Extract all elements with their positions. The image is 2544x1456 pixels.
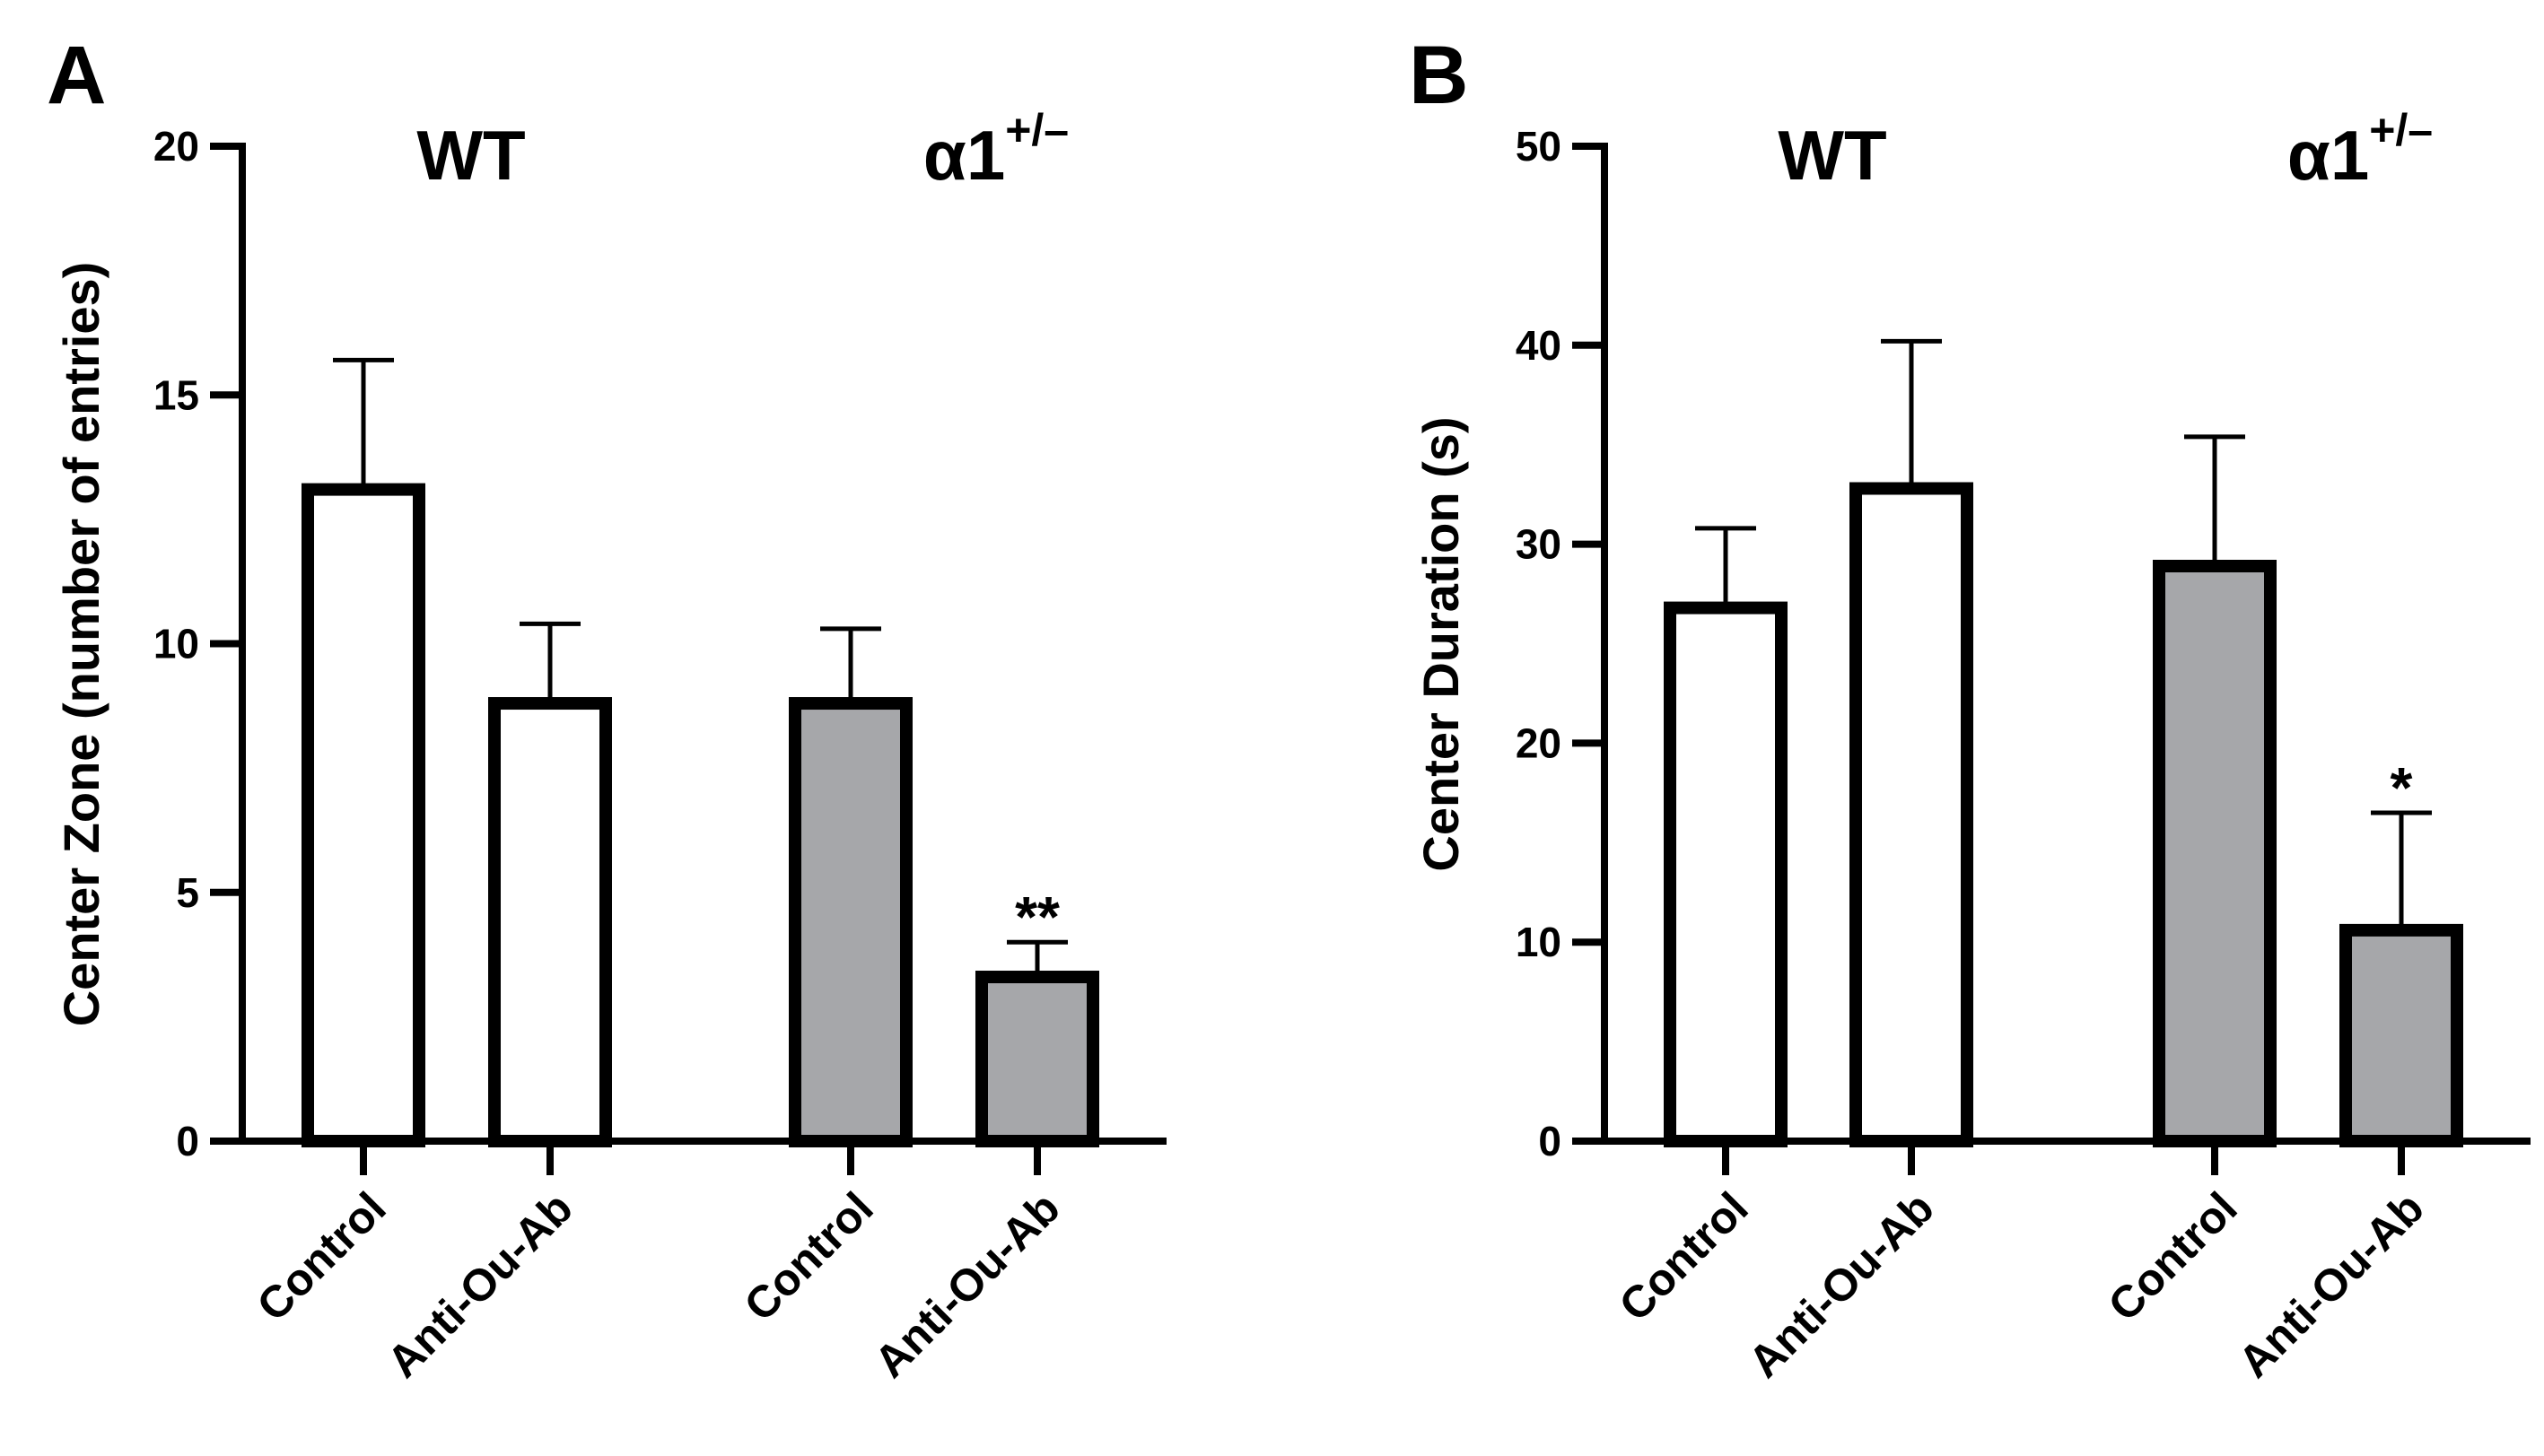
x-tick-label: Anti-Ou-Ab (2229, 1182, 2434, 1387)
y-tick-label: 0 (176, 1118, 199, 1164)
y-tick-label: 50 (1516, 123, 1561, 170)
bar-wt-anti-ou-ab (1849, 482, 1973, 1147)
bar-alpha1-control (2153, 559, 2277, 1147)
bar-alpha1-anti-ou-ab (975, 971, 1099, 1148)
x-tick-label: Anti-Ou-Ab (1739, 1182, 1944, 1387)
y-tick-label: 0 (1538, 1118, 1561, 1164)
x-tick-label: Control (2099, 1182, 2247, 1330)
y-tick-label: 20 (1516, 719, 1561, 766)
group-label-text: α1 (923, 116, 1005, 195)
x-tick-label: Anti-Ou-Ab (865, 1182, 1070, 1387)
group-label-text: WT (416, 116, 525, 195)
bar-alpha1-control (789, 697, 913, 1147)
y-tick-label: 30 (1516, 521, 1561, 568)
y-tick-label: 10 (153, 621, 199, 667)
group-label: α1+/– (923, 105, 1069, 195)
group-label-text: α1 (2287, 116, 2369, 195)
x-tick-label: Control (1610, 1182, 1758, 1330)
bar-wt-control (1664, 601, 1788, 1147)
group-label-superscript: +/– (2369, 105, 2433, 155)
bar-wt-control (302, 483, 425, 1147)
y-tick-label: 40 (1516, 322, 1561, 369)
y-axis-label: Center Duration (s) (1412, 416, 1469, 871)
panel-letter: B (1409, 30, 1468, 121)
group-label: α1+/– (2287, 105, 2433, 195)
bar-wt-anti-ou-ab (488, 697, 612, 1147)
group-label: WT (1778, 116, 1886, 195)
x-tick-label: Anti-Ou-Ab (378, 1182, 582, 1387)
x-tick-label: Control (248, 1182, 396, 1330)
y-axis-label: Center Zone (number of entries) (53, 262, 109, 1027)
y-tick-label: 5 (176, 869, 199, 916)
group-label-text: WT (1778, 116, 1886, 195)
group-label-superscript: +/– (1005, 105, 1069, 155)
significance-marker: ** (1015, 885, 1060, 949)
bar-alpha1-anti-ou-ab (2339, 923, 2463, 1147)
y-tick-label: 10 (1516, 919, 1561, 965)
y-tick-label: 20 (153, 123, 199, 170)
significance-marker: * (2391, 755, 2413, 820)
y-tick-label: 15 (153, 371, 199, 418)
group-label: WT (416, 116, 525, 195)
panel-letter: A (47, 30, 106, 121)
x-tick-label: Control (735, 1182, 883, 1330)
chart-panel-a: A Center Zone (number of entries) WT α1+/– C… (47, 30, 1167, 1387)
